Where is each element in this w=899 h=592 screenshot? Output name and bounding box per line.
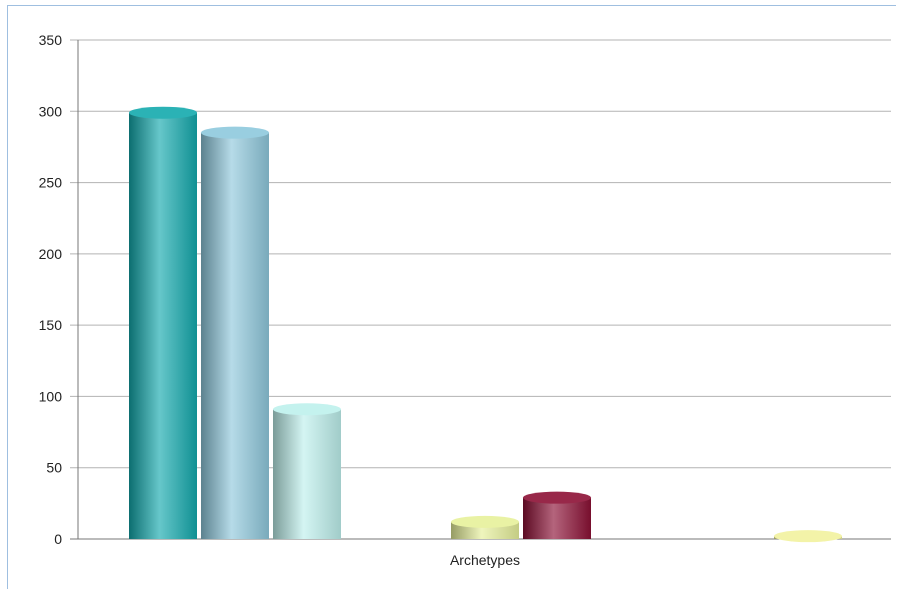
bar[interactable] xyxy=(273,403,341,539)
y-tick-label: 100 xyxy=(39,388,63,404)
bar[interactable] xyxy=(451,515,519,539)
y-tick-label: 150 xyxy=(39,317,63,333)
y-tick-label: 350 xyxy=(39,32,63,48)
bar-cap xyxy=(451,515,519,528)
bar[interactable] xyxy=(129,106,197,539)
x-axis: Archetypes xyxy=(450,552,520,568)
y-tick-label: 200 xyxy=(39,246,63,262)
bar[interactable] xyxy=(523,491,591,539)
bar-cap xyxy=(273,403,341,416)
bar-body xyxy=(273,409,341,539)
bars xyxy=(129,106,842,543)
bar-cap xyxy=(129,106,197,119)
y-tick-label: 50 xyxy=(46,460,62,476)
bar-cap xyxy=(774,530,842,543)
y-axis: 0 50 100 150 200 250 300 350 xyxy=(39,32,79,547)
x-category-label: Archetypes xyxy=(450,552,520,568)
y-tick-label: 300 xyxy=(39,103,63,119)
bar-cap xyxy=(523,491,591,504)
y-tick-label: 0 xyxy=(54,531,62,547)
chart-panel xyxy=(7,5,896,589)
bar-body xyxy=(523,497,591,539)
bar[interactable] xyxy=(774,530,842,543)
bar-body xyxy=(201,132,269,539)
bar-cap xyxy=(201,126,269,139)
bar-body xyxy=(129,112,197,539)
y-tick-label: 250 xyxy=(39,175,63,191)
bar[interactable] xyxy=(201,126,269,539)
